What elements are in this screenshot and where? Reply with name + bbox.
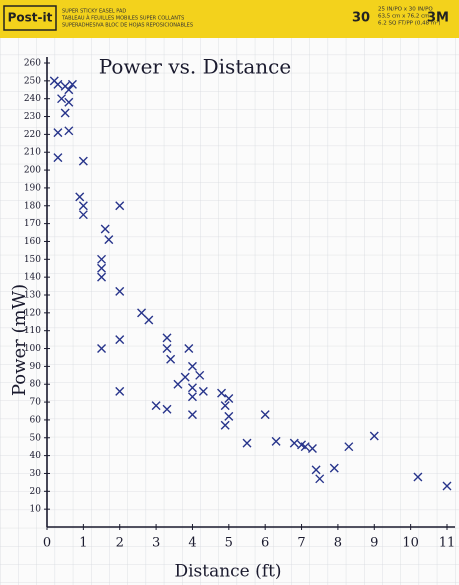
header-text: TABLEAU À FEUILLES MOBILES SUPER COLLANT… [61,15,184,22]
y-tick-label: 20 [30,487,42,497]
y-tick-label: 70 [30,398,42,408]
y-tick-label: 130 [24,291,41,301]
x-tick-label: 6 [261,536,269,551]
graph-paper [0,38,459,585]
y-tick-label: 250 [24,76,41,86]
x-tick-label: 4 [188,536,196,551]
chart: Post-it SUPER STICKY EASEL PAD TABLEAU À… [0,0,459,585]
count: 30 [352,11,370,26]
x-tick-label: 1 [79,536,87,551]
y-tick-label: 100 [24,344,41,354]
y-tick-label: 50 [30,433,42,443]
y-tick-label: 10 [30,505,42,515]
y-tick-label: 60 [30,415,42,425]
y-tick-label: 80 [30,380,42,390]
y-tick-label: 240 [24,94,41,104]
y-tick-label: 180 [24,201,41,211]
x-tick-label: 5 [225,536,233,551]
y-tick-label: 110 [24,326,41,336]
y-tick-label: 210 [24,148,41,158]
y-tick-label: 200 [24,166,41,176]
brand: Post-it [8,11,53,25]
x-tick-label: 11 [439,536,456,551]
y-tick-label: 140 [24,273,41,283]
y-tick-label: 230 [24,112,41,122]
y-tick-label: 170 [24,219,41,229]
y-tick-label: 120 [24,308,41,318]
x-tick-label: 9 [370,536,378,551]
y-tick-label: 30 [30,469,42,479]
x-axis-label: Distance (ft) [174,562,281,582]
x-tick-label: 2 [116,536,124,551]
y-tick-label: 150 [24,255,41,265]
x-tick-label: 7 [297,536,305,551]
y-tick-label: 160 [24,237,41,247]
header-text: 63,5 cm x 76,2 cm [378,14,430,20]
chart-title: Power vs. Distance [99,55,291,79]
x-tick-label: 8 [334,536,342,551]
easel-pad: Post-it SUPER STICKY EASEL PAD TABLEAU À… [0,0,459,585]
y-tick-label: 40 [30,451,42,461]
maker: 3M [427,11,449,26]
x-tick-label: 10 [402,536,419,551]
y-tick-label: 190 [24,183,41,193]
y-tick-label: 90 [30,362,42,372]
y-tick-label: 260 [24,59,41,69]
y-tick-label: 220 [24,130,41,140]
header-text: SUPER STICKY EASEL PAD [62,9,126,15]
x-tick-label: 0 [43,536,51,551]
x-tick-label: 3 [152,536,160,551]
header-text: SUPERADHESIVA BLOC DE HOJAS REPOSICIONAB… [62,23,193,29]
y-axis-label: Power (mW) [9,284,30,396]
header-text: 25 IN/PO x 30 IN/PO [378,7,433,13]
